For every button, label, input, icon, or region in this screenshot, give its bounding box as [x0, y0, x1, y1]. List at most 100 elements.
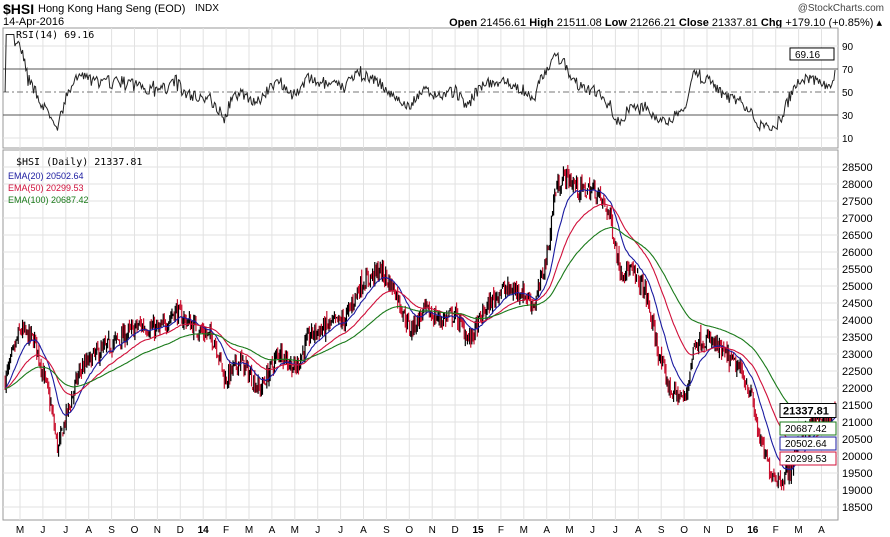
price-panel-frame: [2, 149, 839, 521]
x-tick-label: A: [818, 525, 825, 536]
watermark: @StockCharts.com: [797, 3, 884, 14]
x-tick-label: O: [405, 525, 413, 536]
x-tick-label: S: [108, 525, 115, 536]
last-price-box: [779, 403, 837, 419]
x-tick-label: M: [520, 525, 528, 536]
symbol: $HSI: [3, 1, 35, 17]
rsi-tick-label: 70: [842, 65, 854, 76]
y-tick-label: 18500: [842, 502, 873, 514]
price-title: $HSI (Daily) 21337.81: [16, 157, 143, 168]
y-tick-label: 27000: [842, 213, 873, 225]
y-tick-label: 27500: [842, 196, 873, 208]
y-tick-label: 24000: [842, 315, 873, 327]
date: 14-Apr-2016: [3, 16, 65, 28]
x-tick-label: N: [154, 525, 161, 536]
rsi-tick-label: 30: [842, 111, 854, 122]
high-label: High: [529, 17, 554, 29]
y-tick-label: 23500: [842, 332, 873, 344]
x-tick-label: F: [498, 525, 504, 536]
x-tick-label: M: [291, 525, 299, 536]
x-tick-label: F: [223, 525, 229, 536]
x-tick-label: D: [451, 525, 458, 536]
x-tick-label: A: [269, 525, 276, 536]
x-tick-label: M: [794, 525, 802, 536]
index-type: INDX: [195, 3, 219, 14]
up-arrow-icon: ▴: [876, 17, 882, 29]
ema-value-box: [779, 436, 837, 451]
legend-ema100: EMA(100) 20687.42: [8, 195, 89, 205]
ema-line-20: [4, 188, 836, 471]
y-tick-label: 26000: [842, 247, 873, 259]
x-tick-label: J: [590, 525, 595, 536]
y-tick-label: 21500: [842, 400, 873, 412]
y-tick-label: 28500: [842, 162, 873, 174]
x-tick-label: D: [726, 525, 733, 536]
y-tick-label: 22000: [842, 383, 873, 395]
y-tick-label: 26500: [842, 230, 873, 242]
last-price-label: 21337.81: [783, 406, 829, 418]
x-tick-label: S: [383, 525, 390, 536]
legend-ema50: EMA(50) 20299.53: [8, 183, 84, 193]
x-tick-label: M: [245, 525, 253, 536]
rsi-title: RSI(14) 69.16: [16, 30, 95, 41]
ema-value-label: 20687.42: [785, 424, 827, 435]
ohlc-summary: Open 21456.61 High 21511.08 Low 21266.21…: [449, 16, 882, 29]
x-tick-label: D: [177, 525, 184, 536]
x-tick-label: A: [543, 525, 550, 536]
x-tick-label: N: [429, 525, 436, 536]
y-tick-label: 19000: [842, 485, 873, 497]
y-tick-label: 20500: [842, 434, 873, 446]
x-tick-label: J: [40, 525, 45, 536]
y-tick-label: 24500: [842, 298, 873, 310]
rsi-tick-label: 90: [842, 42, 854, 53]
y-tick-label: 20000: [842, 451, 873, 463]
x-tick-label: J: [63, 525, 68, 536]
y-tick-label: 21000: [842, 417, 873, 429]
ema-value-box: [779, 451, 837, 466]
x-tick-label: A: [360, 525, 367, 536]
x-tick-label: S: [658, 525, 665, 536]
x-tick-label: O: [680, 525, 688, 536]
y-tick-label: 19500: [842, 468, 873, 480]
ema-line-50: [4, 203, 836, 446]
y-tick-label: 22500: [842, 366, 873, 378]
x-tick-label: 15: [472, 525, 484, 536]
x-tick-label: A: [635, 525, 642, 536]
rsi-panel-frame: [2, 27, 839, 149]
y-tick-label: 25000: [842, 281, 873, 293]
x-tick-label: M: [565, 525, 573, 536]
high-value: 21511.08: [556, 17, 602, 29]
close-label: Close: [678, 17, 709, 29]
y-tick-label: 28000: [842, 179, 873, 191]
x-tick-label: J: [338, 525, 343, 536]
x-tick-label: 14: [198, 525, 210, 536]
rsi-line: [4, 34, 836, 133]
rsi-value-label: 69.16: [795, 50, 820, 61]
x-tick-label: 16: [747, 525, 759, 536]
x-tick-label: F: [773, 525, 779, 536]
ema-value-label: 20299.53: [785, 454, 827, 465]
open-value: 21456.61: [480, 17, 527, 29]
low-value: 21266.21: [629, 17, 676, 29]
ema-value-label: 20502.64: [785, 439, 827, 450]
low-label: Low: [604, 17, 627, 29]
x-tick-label: N: [703, 525, 710, 536]
y-tick-label: 23000: [842, 349, 873, 361]
chg-label: Chg: [760, 17, 783, 29]
x-tick-label: M: [16, 525, 24, 536]
ema-value-box: [779, 421, 837, 436]
chg-value: +179.10 (+0.85%): [785, 17, 874, 29]
index-name: Hong Kong Hang Seng (EOD): [38, 3, 186, 15]
rsi-tick-label: 50: [842, 88, 854, 99]
open-label: Open: [449, 17, 478, 29]
x-tick-label: O: [131, 525, 139, 536]
ema-line-100: [4, 226, 836, 418]
close-value: 21337.81: [711, 17, 758, 29]
y-tick-label: 25500: [842, 264, 873, 276]
x-tick-label: A: [85, 525, 92, 536]
rsi-tick-label: 10: [842, 134, 854, 145]
x-tick-label: J: [315, 525, 320, 536]
x-tick-label: J: [613, 525, 618, 536]
